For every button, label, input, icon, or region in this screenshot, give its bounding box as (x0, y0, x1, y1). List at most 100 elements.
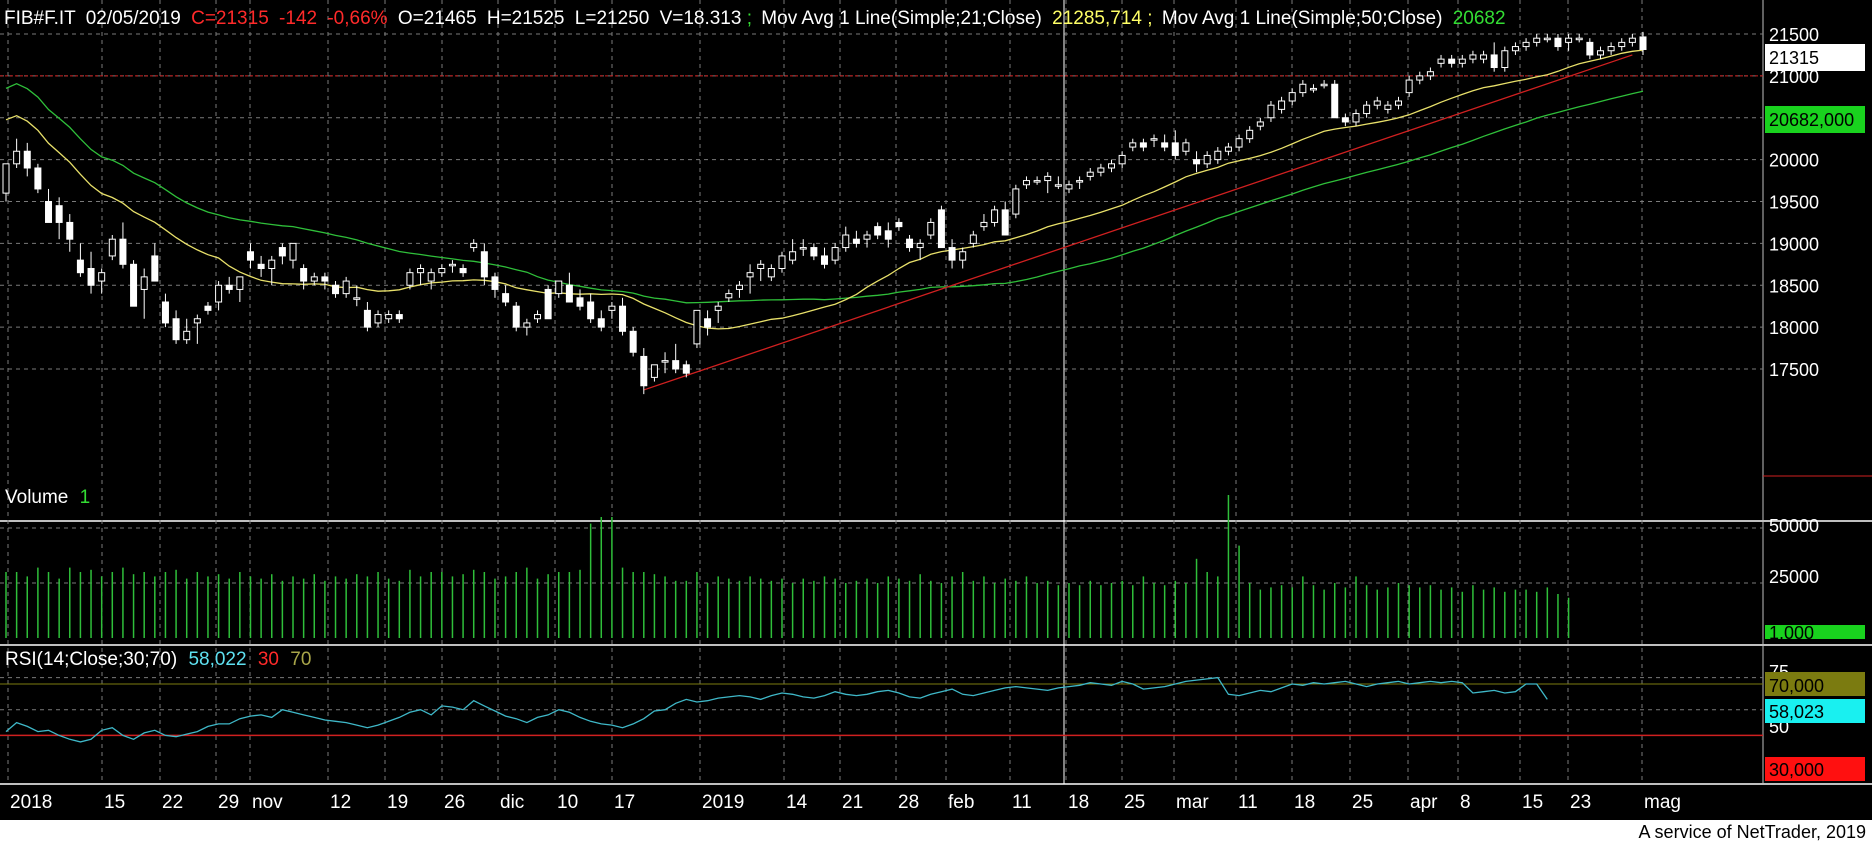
candle-body (1543, 37, 1551, 41)
candle-body (821, 255, 828, 265)
candle-body (1618, 41, 1626, 48)
candle-body (1278, 100, 1286, 110)
candle-body (555, 280, 563, 295)
candle-body (1256, 121, 1264, 127)
candle-body (1054, 184, 1062, 187)
candle-body (916, 242, 924, 249)
candle-body (1596, 50, 1604, 56)
x-tick-label: 25 (1352, 792, 1373, 813)
price-tick-label: 20000 (1769, 151, 1819, 171)
candle-body (512, 305, 520, 328)
chart-header: FIB#F.IT 02/05/2019 C=21315 -142 -0,66% … (4, 8, 1506, 29)
candle-body (746, 272, 754, 278)
candle-body (55, 205, 63, 223)
candle-body (735, 284, 743, 290)
candle-body (1416, 75, 1424, 81)
candle-body (353, 297, 361, 300)
chart-background (0, 0, 1872, 820)
price-panel[interactable]: 2150021000205002000019500190001850018000… (2, 25, 1819, 395)
candle-body (363, 309, 371, 328)
x-tick-label: 2018 (10, 792, 52, 813)
candle-body (108, 238, 116, 257)
candle-body (300, 268, 308, 282)
candle-body (480, 251, 488, 278)
candle-body (76, 259, 84, 274)
price-tick-label: 18000 (1769, 318, 1819, 338)
candle-body (1522, 41, 1530, 48)
header-low: L=21250 (575, 8, 650, 29)
rsi-panel[interactable] (0, 676, 1763, 743)
candle-body (704, 318, 712, 328)
price-tick-label: 19000 (1769, 234, 1819, 254)
candle-body (852, 238, 860, 244)
candle-body (1405, 79, 1413, 94)
candle-body (395, 314, 403, 320)
candle-body (246, 251, 254, 261)
candle-body (1288, 92, 1296, 102)
candle-body (1575, 37, 1583, 41)
candle-body (1076, 180, 1084, 183)
candle-body (789, 251, 797, 261)
header-open: O=21465 (398, 8, 477, 29)
candle-body (151, 255, 159, 282)
candle-body (778, 255, 786, 269)
candle-body (1586, 41, 1594, 56)
price-tick-label: 19500 (1769, 193, 1819, 213)
candle-body (1161, 142, 1169, 148)
candle-body (1448, 58, 1456, 64)
candle-body (969, 234, 977, 244)
candle-body (725, 293, 733, 299)
x-tick-label: 26 (444, 792, 465, 813)
candle-body (1001, 209, 1009, 236)
x-tick-label: mar (1176, 792, 1209, 813)
candle-body (66, 221, 74, 240)
candle-body (1607, 46, 1615, 52)
x-tick-label: nov (252, 792, 283, 813)
candle-body (23, 150, 31, 169)
header-ma21-label: Mov Avg 1 Line(Simple;21;Close) (761, 8, 1042, 29)
x-tick-label: 21 (842, 792, 863, 813)
x-tick-label: dic (500, 792, 524, 813)
rsi-title-text: RSI(14;Close;30;70) (5, 649, 177, 670)
candle-body (1639, 36, 1647, 50)
x-tick-label: apr (1410, 792, 1438, 813)
candle-body (1437, 58, 1445, 64)
candle-body (937, 209, 945, 249)
candle-body (1469, 54, 1477, 60)
x-axis: 2018 15 22 29 nov 12 19 26 dic 10 17 2019 14 21 28 feb 1… (10, 792, 1681, 813)
x-tick-label: 28 (898, 792, 919, 813)
candle-body (1533, 37, 1541, 43)
candle-body (332, 284, 340, 295)
rsi-upper-badge (1765, 672, 1865, 696)
price-tick-label: 21500 (1769, 25, 1819, 45)
candle-body (1224, 146, 1232, 152)
candle-body (215, 284, 223, 303)
rsi-value-badge-text: 58,023 (1769, 702, 1824, 722)
last-price-badge-text: 21315 (1769, 48, 1819, 68)
candle-body (438, 268, 446, 274)
x-tick-label: 23 (1570, 792, 1591, 813)
rsi-lower-badge (1765, 757, 1865, 781)
candle-body (1363, 104, 1371, 115)
candle-body (1554, 37, 1562, 48)
volume-panel[interactable] (5, 495, 1570, 638)
candle-body (1511, 46, 1519, 52)
candle-body (1384, 104, 1392, 110)
candle-body (1139, 142, 1147, 148)
candle-body (810, 247, 818, 257)
candle-body (1033, 180, 1041, 183)
header-volume: V=18.313 (660, 8, 742, 29)
rsi-value: 58,022 (188, 649, 246, 670)
candle-body (757, 263, 765, 269)
x-tick-label: 15 (104, 792, 125, 813)
header-close: C=21315 (191, 8, 269, 29)
volume-badge (1765, 625, 1865, 639)
candle-body (130, 263, 138, 307)
candle-body (1022, 180, 1030, 186)
candle-body (1501, 50, 1509, 68)
last-price-badge (1765, 44, 1865, 71)
candle-body (1565, 37, 1573, 43)
x-tick-label: 29 (218, 792, 239, 813)
candle-body (608, 305, 616, 311)
